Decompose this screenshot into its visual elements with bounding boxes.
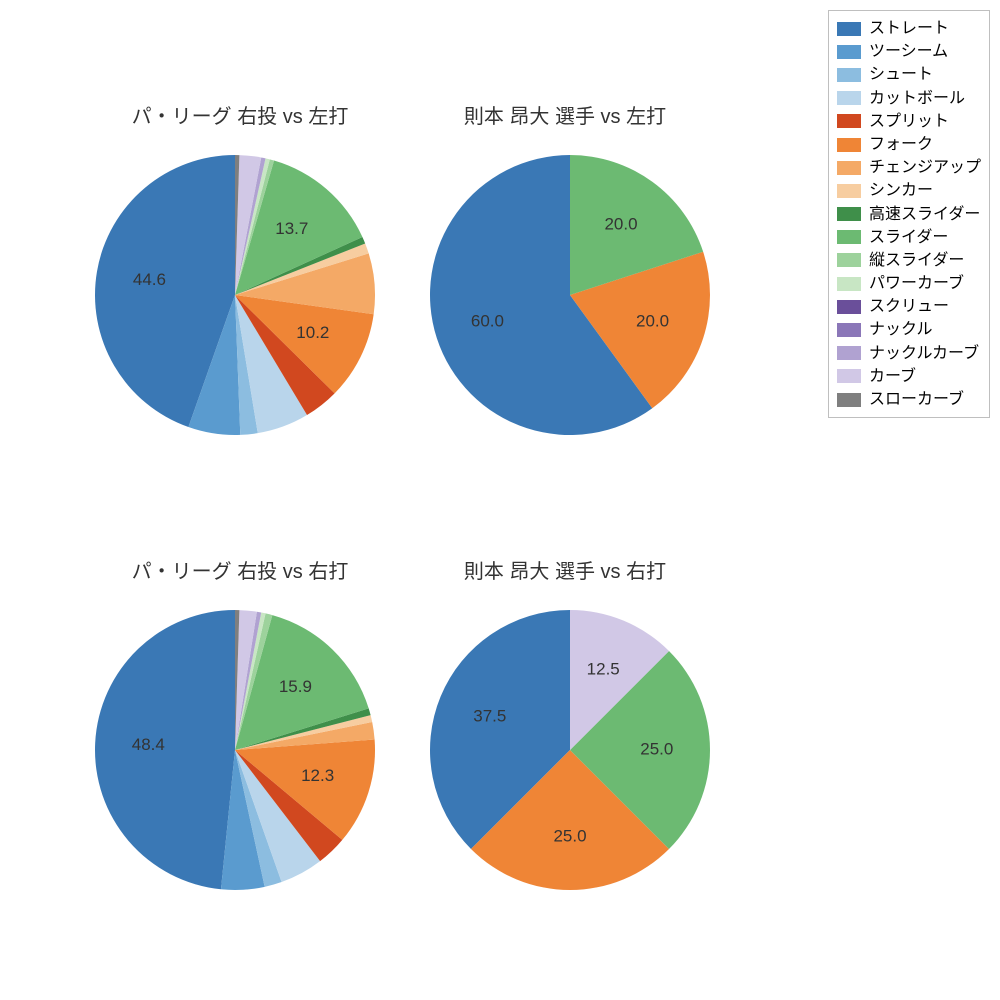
legend-item: スプリット bbox=[837, 110, 981, 133]
legend-label: シンカー bbox=[869, 179, 933, 202]
legend-item: カーブ bbox=[837, 365, 981, 388]
chart-title: パ・リーグ 右投 vs 左打 bbox=[80, 100, 400, 129]
legend-label: ツーシーム bbox=[869, 40, 948, 63]
slice-label: 15.9 bbox=[279, 677, 312, 696]
legend-swatch bbox=[837, 230, 861, 244]
pie-slice bbox=[95, 610, 235, 889]
legend-item: スライダー bbox=[837, 226, 981, 249]
legend-item: ナックル bbox=[837, 318, 981, 341]
legend-label: ストレート bbox=[869, 17, 949, 40]
chart-title: 則本 昂大 選手 vs 右打 bbox=[405, 555, 725, 584]
legend-swatch bbox=[837, 369, 861, 383]
legend-swatch bbox=[837, 346, 861, 360]
figure: パ・リーグ 右投 vs 左打 44.6 10.2 13.7 則本 昂大 選手 vs 左打… bbox=[0, 0, 1000, 1000]
legend-swatch bbox=[837, 22, 861, 36]
slice-label: 10.2 bbox=[296, 323, 329, 342]
legend-item: パワーカーブ bbox=[837, 272, 981, 295]
legend-swatch bbox=[837, 68, 861, 82]
legend-item: スローカーブ bbox=[837, 388, 981, 411]
pie-chart: 60.0 20.0 20.0 bbox=[430, 155, 710, 435]
legend-item: ナックルカーブ bbox=[837, 342, 981, 365]
legend-swatch bbox=[837, 45, 861, 59]
legend-item: スクリュー bbox=[837, 295, 981, 318]
legend-item: ストレート bbox=[837, 17, 981, 40]
slice-label: 25.0 bbox=[553, 826, 586, 845]
slice-label: 25.0 bbox=[640, 739, 673, 758]
legend-swatch bbox=[837, 114, 861, 128]
legend-swatch bbox=[837, 207, 861, 221]
legend-item: シュート bbox=[837, 63, 981, 86]
slice-label: 44.6 bbox=[133, 270, 166, 289]
legend-label: スライダー bbox=[869, 226, 948, 249]
legend-item: カットボール bbox=[837, 87, 981, 110]
legend-item: シンカー bbox=[837, 179, 981, 202]
slice-label: 20.0 bbox=[604, 214, 637, 233]
legend: ストレートツーシームシュートカットボールスプリットフォークチェンジアップシンカー… bbox=[828, 10, 990, 418]
legend-item: フォーク bbox=[837, 133, 981, 156]
legend-label: パワーカーブ bbox=[869, 272, 964, 295]
legend-label: スプリット bbox=[869, 110, 949, 133]
legend-swatch bbox=[837, 393, 861, 407]
slice-label: 13.7 bbox=[275, 219, 308, 238]
slice-label: 48.4 bbox=[132, 735, 165, 754]
legend-swatch bbox=[837, 184, 861, 198]
legend-swatch bbox=[837, 138, 861, 152]
legend-label: スクリュー bbox=[869, 295, 949, 318]
legend-label: スローカーブ bbox=[869, 388, 964, 411]
legend-swatch bbox=[837, 91, 861, 105]
chart-title: 則本 昂大 選手 vs 左打 bbox=[405, 100, 725, 129]
slice-label: 60.0 bbox=[471, 311, 504, 330]
slice-label: 20.0 bbox=[636, 311, 669, 330]
legend-swatch bbox=[837, 323, 861, 337]
legend-label: ナックルカーブ bbox=[869, 342, 979, 365]
legend-label: フォーク bbox=[869, 133, 933, 156]
pie-chart: 48.4 12.3 15.9 bbox=[95, 610, 375, 890]
legend-label: シュート bbox=[869, 63, 933, 86]
legend-label: カットボール bbox=[869, 87, 965, 110]
legend-item: チェンジアップ bbox=[837, 156, 981, 179]
pie-chart: 44.6 10.2 13.7 bbox=[95, 155, 375, 435]
legend-label: ナックル bbox=[869, 318, 933, 341]
pie-chart: 37.5 25.0 25.0 12.5 bbox=[430, 610, 710, 890]
legend-swatch bbox=[837, 253, 861, 267]
legend-item: 縦スライダー bbox=[837, 249, 981, 272]
slice-label: 12.3 bbox=[301, 766, 334, 785]
legend-item: ツーシーム bbox=[837, 40, 981, 63]
legend-swatch bbox=[837, 161, 861, 175]
slice-label: 12.5 bbox=[587, 659, 620, 678]
legend-swatch bbox=[837, 277, 861, 291]
legend-label: 縦スライダー bbox=[869, 249, 964, 272]
legend-swatch bbox=[837, 300, 861, 314]
legend-label: チェンジアップ bbox=[869, 156, 981, 179]
chart-title: パ・リーグ 右投 vs 右打 bbox=[80, 555, 400, 584]
legend-label: 高速スライダー bbox=[869, 203, 980, 226]
legend-label: カーブ bbox=[869, 365, 916, 388]
slice-label: 37.5 bbox=[473, 706, 506, 725]
legend-item: 高速スライダー bbox=[837, 203, 981, 226]
